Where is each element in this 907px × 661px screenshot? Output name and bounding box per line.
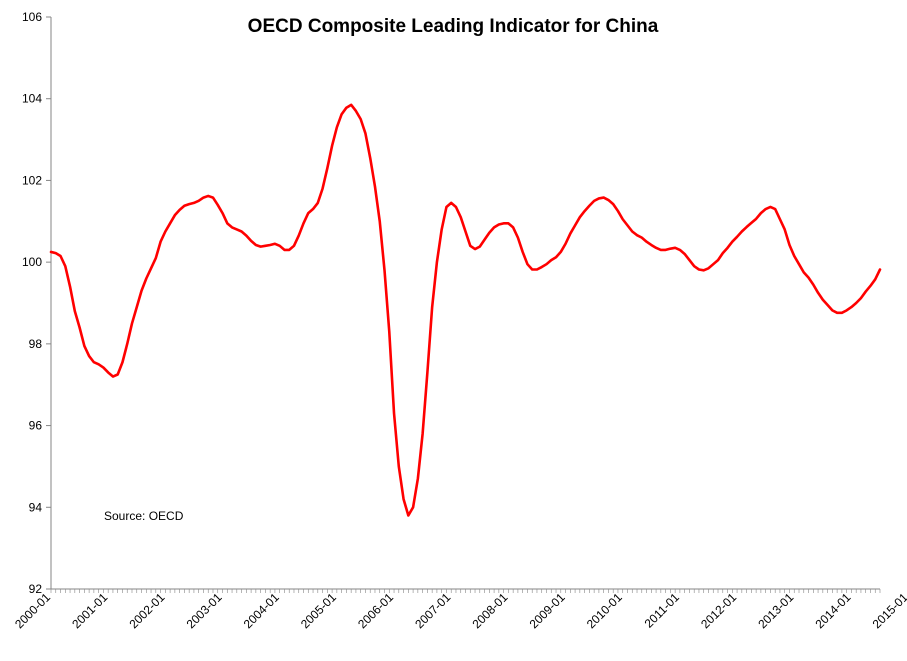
- y-tick-label: 94: [29, 500, 43, 514]
- y-tick-label: 96: [29, 419, 43, 433]
- series-line: [49, 103, 882, 517]
- y-axis: 92 94 96 98 100 102 104 106: [22, 10, 52, 596]
- y-tick-label: 106: [22, 10, 42, 24]
- y-tick-label: 98: [29, 337, 43, 351]
- y-tick-label: 104: [22, 92, 42, 106]
- y-tick-label: 92: [29, 582, 43, 596]
- y-tick-label: 102: [22, 173, 42, 187]
- source-annotation: Source: OECD: [104, 509, 184, 523]
- chart-title: OECD Composite Leading Indicator for Chi…: [248, 16, 659, 37]
- y-tick-label: 100: [22, 255, 42, 269]
- series-layer: [49, 103, 882, 517]
